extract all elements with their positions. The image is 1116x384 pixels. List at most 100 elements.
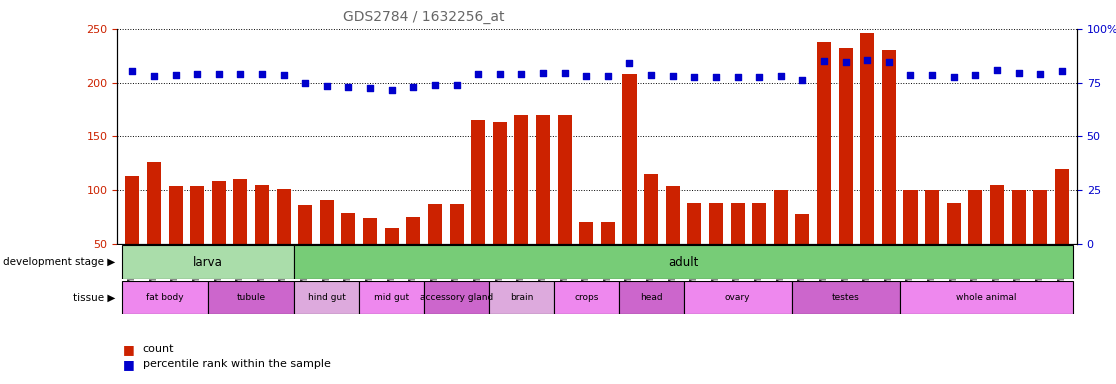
Bar [687,203,701,244]
Point [879,59,897,65]
Bar [752,203,767,244]
Point [902,72,920,78]
Bar [254,185,269,244]
Point [210,71,228,77]
Bar [489,281,554,314]
Bar [899,281,1072,314]
Point [491,71,509,77]
Text: count: count [143,344,174,354]
Bar [817,42,831,244]
Point [793,77,811,83]
Point [404,84,422,90]
Point [729,74,747,80]
Text: testes: testes [831,293,859,302]
Text: brain: brain [510,293,533,302]
Bar [773,190,788,244]
Point [772,73,790,79]
Bar [320,200,334,244]
Bar [558,115,571,244]
Point [945,74,963,80]
Bar [904,190,917,244]
Point [383,87,401,93]
Text: crops: crops [574,293,598,302]
Text: adult: adult [668,256,699,269]
Point [966,72,984,78]
Bar [427,204,442,244]
Bar [796,214,809,244]
Text: ■: ■ [123,343,135,356]
Bar [838,48,853,244]
Text: percentile rank within the sample: percentile rank within the sample [143,359,330,369]
Text: mid gut: mid gut [374,293,410,302]
Text: head: head [639,293,663,302]
Bar [554,281,618,314]
Point [469,71,487,77]
Bar [341,213,356,244]
Bar [212,182,225,244]
Point [664,73,682,79]
Bar [1033,190,1047,244]
Bar [295,281,359,314]
Point [750,74,768,80]
Bar [644,174,658,244]
Text: ■: ■ [123,358,135,371]
Bar [385,228,398,244]
Point [620,60,638,66]
Text: development stage ▶: development stage ▶ [2,257,115,267]
Bar [359,281,424,314]
Text: tissue ▶: tissue ▶ [73,293,115,303]
Point [1031,71,1049,77]
Text: hind gut: hind gut [308,293,346,302]
Text: GDS2784 / 1632256_at: GDS2784 / 1632256_at [344,10,504,23]
Point [599,73,617,79]
Bar [471,120,485,244]
Bar [295,245,1072,279]
Bar [208,281,295,314]
Bar [122,245,295,279]
Bar [450,204,463,244]
Point [1010,70,1028,76]
Bar [882,50,896,244]
Bar [424,281,489,314]
Bar [665,186,680,244]
Point [556,70,574,76]
Bar [600,222,615,244]
Point [577,73,595,79]
Point [642,72,660,78]
Bar [536,115,550,244]
Bar [1055,169,1069,244]
Point [253,71,271,77]
Point [318,83,336,89]
Bar [946,203,961,244]
Point [189,71,206,77]
Text: ovary: ovary [724,293,750,302]
Point [362,85,379,91]
Point [837,59,855,65]
Bar [298,205,312,244]
Bar [1011,190,1026,244]
Text: fat body: fat body [146,293,183,302]
Bar [514,115,529,244]
Point [815,58,833,64]
Point [708,74,725,80]
Bar [363,218,377,244]
Point [448,82,465,88]
Point [512,71,530,77]
Text: accessory gland: accessory gland [420,293,493,302]
Bar [406,217,421,244]
Text: larva: larva [193,256,223,269]
Bar [969,190,982,244]
Point [685,74,703,80]
Point [426,82,444,88]
Point [858,57,876,63]
Text: whole animal: whole animal [956,293,1017,302]
Bar [791,281,899,314]
Point [231,71,249,77]
Bar [709,203,723,244]
Point [145,73,163,79]
Bar [925,190,940,244]
Bar [233,179,248,244]
Bar [122,281,208,314]
Point [339,84,357,90]
Bar [860,33,874,244]
